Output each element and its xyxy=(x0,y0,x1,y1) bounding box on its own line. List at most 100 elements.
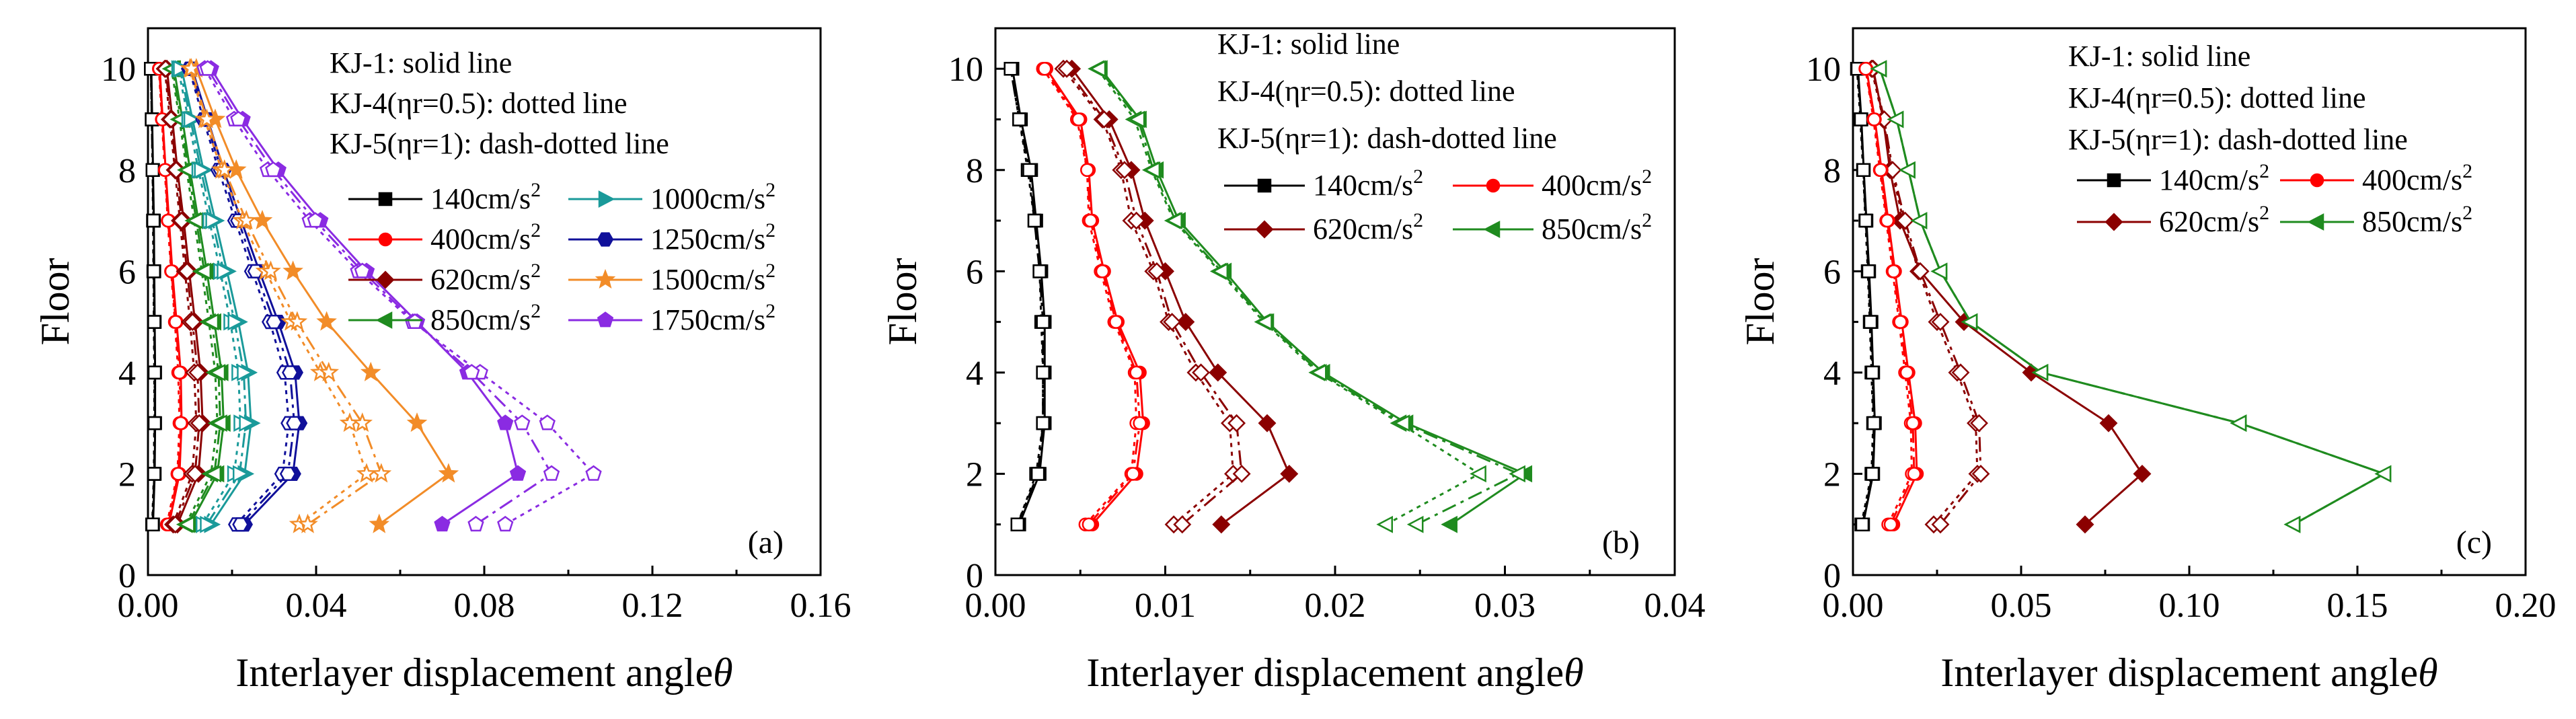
series-line-dotted xyxy=(157,69,181,525)
data-point xyxy=(147,315,161,329)
x-axis-title-symbol: θ xyxy=(713,650,732,695)
legend-marker xyxy=(2307,213,2324,231)
y-tick-label: 2 xyxy=(966,455,983,494)
legend-marker xyxy=(1257,178,1272,193)
data-point xyxy=(360,361,381,381)
data-point xyxy=(196,108,217,128)
legend-marker xyxy=(2310,173,2324,188)
data-point xyxy=(1030,467,1045,481)
x-tick-label: 0.00 xyxy=(965,586,1026,625)
series-850cms xyxy=(1088,60,1533,533)
legend-entry-sup: 2 xyxy=(765,179,775,201)
data-point xyxy=(1032,264,1047,278)
legend-entry: 140cm/s2 xyxy=(1313,165,1423,202)
series-line-dashdot xyxy=(164,69,200,525)
series-line-dotted xyxy=(1042,68,1138,525)
legend-line-style: KJ-4(ηr=0.5): dotted line xyxy=(2068,81,2366,114)
legend-line-style: KJ-1: solid line xyxy=(330,46,512,79)
legend-marker xyxy=(375,311,393,329)
y-axis-title: Floor xyxy=(33,258,77,345)
data-point xyxy=(1143,161,1161,179)
data-point xyxy=(2230,414,2247,432)
y-tick-label: 2 xyxy=(118,455,136,494)
legend-entry-sup: 2 xyxy=(765,260,775,282)
series-line-solid xyxy=(195,68,450,525)
data-point xyxy=(1883,517,1898,531)
data-point xyxy=(1867,112,1881,126)
data-point xyxy=(1012,112,1026,126)
panel-label: (c) xyxy=(2456,525,2492,560)
data-point xyxy=(1037,61,1052,76)
data-point xyxy=(204,465,221,483)
data-point xyxy=(1022,163,1036,178)
data-point xyxy=(1128,110,1145,128)
y-tick-label: 10 xyxy=(1806,50,1841,89)
data-point xyxy=(1905,416,1920,430)
y-tick-label: 10 xyxy=(948,50,983,89)
data-point xyxy=(1971,464,1990,483)
legend-entry-sup: 2 xyxy=(1413,209,1423,231)
data-point xyxy=(539,414,556,430)
data-point xyxy=(463,364,480,380)
series-line-solid xyxy=(210,68,519,525)
data-point xyxy=(497,515,514,532)
series-line-solid xyxy=(191,68,301,525)
data-point xyxy=(1227,414,1246,432)
data-point xyxy=(1858,61,1873,76)
data-point xyxy=(1893,315,1907,329)
data-point xyxy=(1082,517,1096,531)
data-point xyxy=(174,416,188,430)
legend-entry-label: 620cm/s xyxy=(1313,213,1413,245)
data-point xyxy=(1256,313,1273,331)
legend-line-style: KJ-5(ηr=1): dash-dotted line xyxy=(2068,123,2408,156)
data-point xyxy=(1930,262,1948,280)
legend-entry: 400cm/s2 xyxy=(430,219,541,256)
series-1750cms xyxy=(196,60,602,532)
data-point xyxy=(145,517,160,531)
x-axis-title: Interlayer displacement angleθ xyxy=(235,650,732,695)
legend-entry: 140cm/s2 xyxy=(430,179,541,215)
series-400cms xyxy=(1036,61,1150,531)
data-point xyxy=(1970,414,1988,432)
series-line-dashdot xyxy=(1010,68,1045,525)
data-point xyxy=(1212,515,1231,534)
data-point xyxy=(188,363,207,382)
data-point xyxy=(307,212,324,228)
data-point xyxy=(1854,112,1868,126)
data-point xyxy=(1951,363,1970,382)
data-point xyxy=(1163,313,1182,332)
data-point xyxy=(211,414,227,432)
data-point xyxy=(1509,465,1525,483)
data-point xyxy=(147,365,162,380)
x-axis-title: Interlayer displacement angleθ xyxy=(1940,650,2437,695)
data-point xyxy=(1855,517,1870,531)
data-point xyxy=(1129,365,1143,380)
data-point xyxy=(186,212,204,229)
x-tick-label: 0.10 xyxy=(2159,586,2220,625)
data-point xyxy=(1258,414,1277,432)
series-620cms xyxy=(1054,59,1299,534)
legend-entry-sup: 2 xyxy=(531,260,541,282)
data-point xyxy=(1209,363,1227,382)
series-850cms xyxy=(1870,60,2392,533)
series-line-dotted xyxy=(177,68,242,525)
data-point xyxy=(1027,213,1042,228)
data-point xyxy=(585,465,602,481)
data-point xyxy=(1080,163,1094,178)
legend-entry-sup: 2 xyxy=(531,300,541,322)
data-point xyxy=(1036,416,1050,430)
y-tick-label: 8 xyxy=(966,152,983,190)
data-point xyxy=(1863,315,1878,329)
data-point xyxy=(1310,364,1327,381)
data-point xyxy=(1166,212,1182,229)
data-point xyxy=(1232,464,1251,483)
data-point xyxy=(209,364,226,381)
data-point xyxy=(146,213,161,228)
data-point xyxy=(1003,61,1018,76)
data-point xyxy=(1873,163,1888,178)
data-point xyxy=(1109,315,1123,329)
x-tick-label: 0.16 xyxy=(790,586,851,625)
x-axis-title-symbol: θ xyxy=(2418,650,2437,695)
series-line-dotted xyxy=(1879,68,2387,526)
legend-entry-label: 400cm/s xyxy=(1542,169,1642,202)
